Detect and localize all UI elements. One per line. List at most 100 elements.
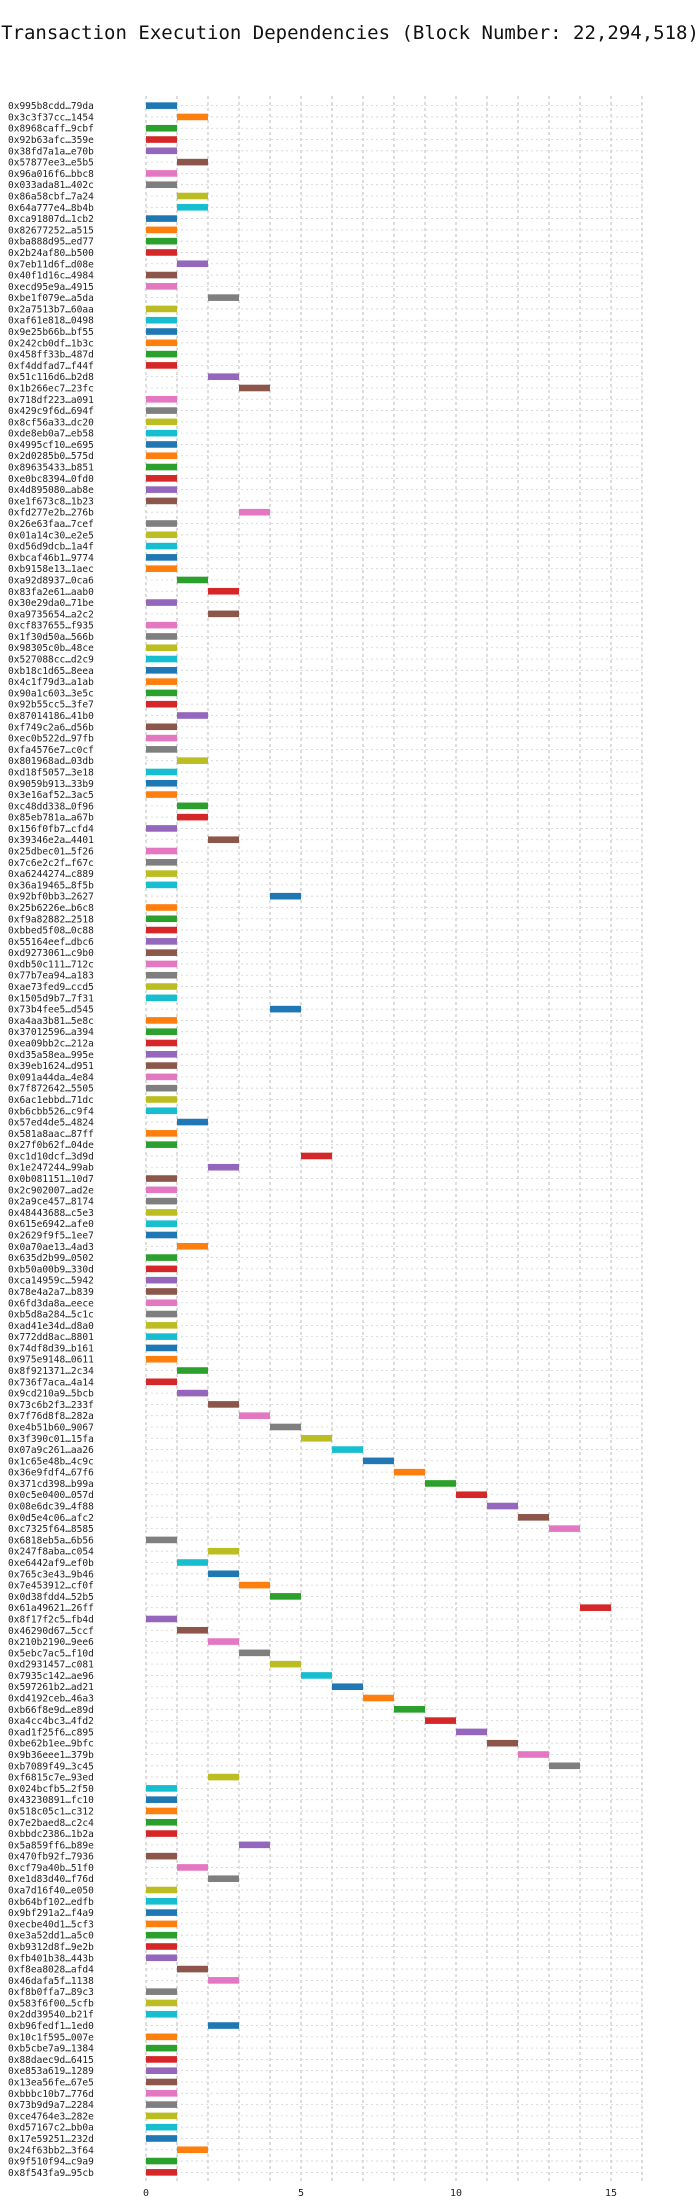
tx-label: 0x39eb1624…d951	[8, 1061, 94, 1072]
tx-bar	[177, 576, 208, 584]
tx-label: 0xae73fed9…ccd5	[8, 982, 94, 993]
tx-bar	[146, 350, 177, 358]
tx-label: 0xb5d8a284…5c1c	[8, 1310, 94, 1321]
tx-label: 0x73b4fee5…d545	[8, 1005, 94, 1016]
tx-bar	[146, 441, 177, 448]
tx-label: 0x39346e2a…4401	[8, 835, 94, 846]
tx-label: 0x92bf0bb3…2627	[8, 892, 94, 903]
tx-bar	[146, 1931, 177, 1939]
tx-label: 0x765c3e43…9b46	[8, 1569, 94, 1580]
tx-label: 0x2d0285b0…575d	[8, 451, 94, 462]
tx-bar	[146, 678, 177, 685]
chart-title: Transaction Execution Dependencies (Bloc…	[1, 22, 699, 44]
tx-label: 0xa4aa3b81…5e8c	[8, 1016, 94, 1027]
tx-bar	[146, 305, 177, 313]
tx-bar	[146, 339, 177, 347]
tx-bar	[146, 791, 177, 798]
tx-label: 0xa9735654…a2c2	[8, 609, 94, 620]
tx-label: 0xc1d10dcf…3d9d	[8, 1151, 94, 1162]
tx-label: 0x371cd398…b99a	[8, 1479, 94, 1490]
tx-label: 0x46dafa5f…1138	[8, 1976, 94, 1987]
tx-label: 0x9059b913…33b9	[8, 779, 94, 790]
tx-label: 0xea09bb2c…212a	[8, 1039, 94, 1050]
tx-label: 0x25b6226e…b6c8	[8, 903, 94, 914]
tx-label: 0xf8ea8028…afd4	[8, 1965, 94, 1976]
tx-bar	[146, 779, 177, 787]
tx-label: 0x458ff33b…487d	[8, 350, 94, 361]
tx-bar	[177, 813, 208, 821]
tx-label: 0x46290d67…5ccf	[8, 1626, 94, 1637]
tx-bar	[146, 2089, 177, 2097]
tx-bar	[363, 1457, 394, 1465]
tx-label: 0x9b36eee1…379b	[8, 1750, 94, 1761]
tx-label: 0xb18c1d65…8eea	[8, 666, 94, 677]
tx-bar	[146, 1785, 177, 1792]
tx-label: 0x0a70ae13…4ad3	[8, 1242, 94, 1253]
tx-label: 0x635d2b99…0502	[8, 1253, 94, 1264]
tx-label: 0x8f921371…2c34	[8, 1366, 94, 1377]
tx-bar	[177, 1242, 208, 1250]
tx-label: 0x7935c142…ae96	[8, 1671, 94, 1682]
tx-label: 0x9cd210a9…5bcb	[8, 1389, 94, 1400]
tx-bar	[549, 1762, 580, 1770]
tx-bar	[146, 475, 177, 482]
tx-bar	[146, 395, 177, 403]
tx-bar	[146, 1322, 177, 1329]
tx-bar	[208, 836, 239, 844]
tx-label: 0xd35a58ea…995e	[8, 1050, 94, 1061]
tx-label: 0x583f6f00…5cfb	[8, 1998, 94, 2009]
tx-label: 0x3f390c01…15fa	[8, 1434, 94, 1445]
tx-bar	[146, 520, 177, 527]
tx-label: 0x7c6e2c2f…f67c	[8, 858, 94, 869]
tx-bar	[177, 1965, 208, 1973]
tx-label: 0x82677252…a515	[8, 225, 94, 236]
tx-bar	[146, 644, 177, 652]
tx-bar	[239, 1649, 270, 1657]
tx-bar	[456, 1728, 487, 1736]
tx-bar	[146, 1886, 177, 1894]
tx-label: 0x024bcfb5…2f50	[8, 1784, 94, 1795]
tx-label: 0xa7d16f40…e050	[8, 1886, 94, 1897]
tx-bar	[146, 226, 177, 234]
tx-label: 0xcf79a40b…51f0	[8, 1863, 94, 1874]
tx-label: 0x9bf291a2…f4a9	[8, 1908, 94, 1919]
tx-bar	[146, 2044, 177, 2052]
tx-label: 0x17e59251…232d	[8, 2134, 94, 2145]
tx-bar	[394, 1468, 425, 1476]
tx-bar	[146, 418, 177, 426]
tx-bar	[363, 1694, 394, 1702]
tx-label: 0x13ea56fe…67e5	[8, 2078, 94, 2089]
tx-bar	[146, 2067, 177, 2075]
tx-bar	[146, 1943, 177, 1950]
tx-label: 0x7f872642…5505	[8, 1084, 94, 1095]
tx-label: 0x08e6dc39…4f88	[8, 1502, 94, 1513]
tx-label: 0xb64bf102…edfb	[8, 1897, 94, 1908]
tx-bar	[146, 316, 177, 324]
tx-bar	[301, 1152, 332, 1160]
tx-label: 0xa92d8937…0ca6	[8, 575, 94, 586]
tx-bar	[208, 1547, 239, 1555]
tx-label: 0xfa4576e7…c0cf	[8, 745, 94, 756]
tx-bar	[146, 746, 177, 753]
tx-label: 0x4c1f79d3…a1ab	[8, 677, 94, 688]
tx-label: 0xecbe40d1…5cf3	[8, 1919, 94, 1930]
tx-bar	[146, 960, 177, 968]
tx-label: 0xe6442af9…ef0b	[8, 1558, 94, 1569]
tx-bar	[146, 2078, 177, 2086]
tx-bar	[146, 1615, 177, 1623]
tx-bar	[146, 2056, 177, 2063]
tx-label: 0x2c902007…ad2e	[8, 1185, 94, 1196]
tx-bar	[239, 508, 270, 516]
tx-bar	[146, 271, 177, 279]
tx-label: 0xe0bc8394…0fd0	[8, 474, 94, 485]
tx-bar	[239, 1581, 270, 1589]
tx-bar	[208, 2022, 239, 2029]
tx-bar	[146, 1954, 177, 1962]
tx-bar	[270, 1660, 301, 1668]
tx-bar	[146, 1062, 177, 1069]
tx-label: 0xd18f5057…3e18	[8, 767, 94, 778]
tx-bar	[177, 158, 208, 166]
tx-label: 0x40f1d16c…4984	[8, 271, 94, 282]
tx-bar	[146, 147, 177, 155]
tx-label: 0x85eb781a…a67b	[8, 813, 94, 824]
